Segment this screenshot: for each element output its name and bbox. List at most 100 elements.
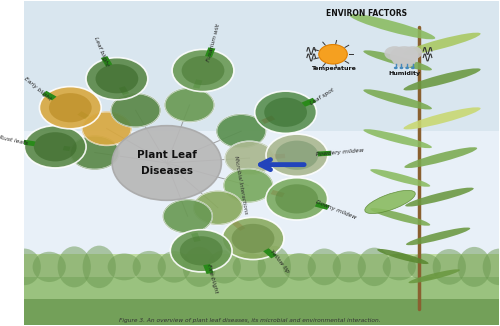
Ellipse shape	[404, 33, 480, 55]
Circle shape	[266, 178, 328, 220]
Ellipse shape	[232, 253, 266, 281]
Text: Downy mildew: Downy mildew	[316, 200, 358, 220]
Text: Leaf blight: Leaf blight	[92, 36, 109, 67]
Text: Leaf spot: Leaf spot	[309, 87, 334, 106]
Ellipse shape	[332, 251, 366, 282]
Ellipse shape	[8, 248, 41, 285]
FancyBboxPatch shape	[42, 91, 56, 100]
Circle shape	[384, 46, 405, 60]
Circle shape	[163, 200, 212, 233]
FancyBboxPatch shape	[270, 154, 285, 159]
Ellipse shape	[208, 250, 241, 284]
Text: ENVIRON FACTORS: ENVIRON FACTORS	[326, 9, 407, 18]
Circle shape	[216, 114, 266, 148]
Circle shape	[319, 45, 348, 64]
Bar	[24, 1, 500, 130]
Bar	[24, 299, 500, 325]
Ellipse shape	[350, 14, 436, 39]
Bar	[24, 277, 500, 325]
FancyBboxPatch shape	[318, 151, 332, 156]
Text: Humidity: Humidity	[388, 71, 420, 77]
Ellipse shape	[182, 247, 216, 287]
Circle shape	[165, 88, 214, 122]
Text: Fire blight: Fire blight	[206, 264, 218, 294]
Circle shape	[70, 136, 119, 170]
FancyBboxPatch shape	[302, 98, 316, 107]
Ellipse shape	[364, 129, 432, 148]
Ellipse shape	[364, 89, 432, 110]
Text: Plant Leaf: Plant Leaf	[137, 150, 196, 160]
Text: Fusarium wilt: Fusarium wilt	[206, 23, 222, 62]
FancyBboxPatch shape	[192, 79, 202, 90]
Ellipse shape	[404, 147, 477, 168]
Circle shape	[392, 52, 416, 68]
Circle shape	[405, 67, 409, 69]
FancyBboxPatch shape	[118, 86, 130, 97]
Ellipse shape	[404, 68, 480, 91]
Circle shape	[232, 224, 274, 253]
Circle shape	[276, 184, 318, 214]
Circle shape	[86, 58, 148, 100]
Circle shape	[404, 46, 422, 59]
Bar	[24, 254, 500, 325]
Ellipse shape	[370, 169, 430, 187]
Circle shape	[222, 217, 284, 259]
Circle shape	[264, 98, 307, 127]
Text: Figure 3. An overview of plant leaf diseases, its microbial and environmental in: Figure 3. An overview of plant leaf dise…	[119, 319, 381, 323]
FancyBboxPatch shape	[101, 56, 112, 67]
Circle shape	[180, 236, 222, 265]
Text: Diseases: Diseases	[141, 166, 193, 176]
Circle shape	[182, 56, 224, 85]
Text: Microbial Interactions: Microbial Interactions	[234, 156, 248, 215]
Circle shape	[390, 46, 418, 66]
Text: Powdery mildew: Powdery mildew	[316, 148, 364, 157]
Ellipse shape	[370, 208, 430, 226]
Ellipse shape	[258, 246, 291, 288]
Circle shape	[111, 94, 160, 127]
Circle shape	[411, 67, 414, 69]
Text: Temperature: Temperature	[310, 66, 356, 71]
FancyBboxPatch shape	[203, 264, 213, 274]
Ellipse shape	[158, 251, 191, 283]
Ellipse shape	[82, 245, 116, 288]
Ellipse shape	[432, 249, 466, 285]
Circle shape	[254, 91, 316, 133]
Circle shape	[112, 126, 222, 200]
Circle shape	[266, 134, 328, 176]
FancyBboxPatch shape	[232, 220, 245, 231]
FancyBboxPatch shape	[314, 202, 330, 210]
Ellipse shape	[108, 253, 141, 280]
Ellipse shape	[458, 247, 491, 287]
Circle shape	[394, 67, 398, 69]
FancyBboxPatch shape	[21, 140, 35, 146]
Ellipse shape	[365, 190, 416, 214]
Ellipse shape	[408, 269, 460, 283]
Ellipse shape	[404, 107, 480, 129]
Circle shape	[225, 141, 274, 175]
Circle shape	[172, 50, 234, 92]
Ellipse shape	[364, 50, 432, 70]
Circle shape	[82, 112, 132, 145]
Circle shape	[170, 230, 232, 272]
FancyBboxPatch shape	[269, 189, 284, 197]
FancyBboxPatch shape	[205, 47, 216, 57]
Ellipse shape	[377, 249, 428, 264]
Circle shape	[34, 132, 76, 161]
Ellipse shape	[382, 253, 416, 280]
Circle shape	[193, 191, 242, 225]
Ellipse shape	[282, 253, 316, 281]
Ellipse shape	[308, 248, 341, 285]
Circle shape	[276, 141, 318, 170]
Text: Rust leafs: Rust leafs	[0, 135, 28, 146]
Ellipse shape	[406, 228, 470, 245]
Ellipse shape	[358, 248, 391, 286]
Circle shape	[400, 67, 404, 69]
Ellipse shape	[482, 249, 500, 285]
Circle shape	[224, 169, 273, 202]
Circle shape	[40, 87, 101, 129]
Ellipse shape	[405, 187, 473, 207]
Circle shape	[96, 64, 138, 93]
Ellipse shape	[58, 246, 91, 288]
FancyBboxPatch shape	[78, 111, 92, 121]
Text: Yellow tip: Yellow tip	[269, 249, 290, 274]
